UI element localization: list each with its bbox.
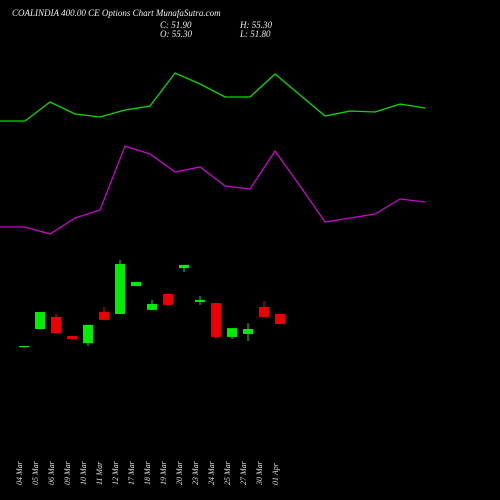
chart-title: COALINDIA 400.00 CE Options Chart Munafa… bbox=[12, 8, 221, 18]
x-tick-label: 17 Mar bbox=[127, 460, 136, 485]
candle-body bbox=[115, 264, 125, 314]
x-tick-label: 19 Mar bbox=[159, 460, 168, 485]
candle-body bbox=[35, 311, 45, 329]
indicator-line bbox=[0, 145, 426, 235]
open-label: O: 55.30 bbox=[160, 29, 192, 39]
candle-body bbox=[67, 336, 77, 339]
candle-body bbox=[227, 328, 237, 337]
candle-body bbox=[195, 299, 205, 302]
candle-body bbox=[83, 324, 93, 344]
x-tick-label: 23 Mar bbox=[191, 460, 200, 485]
candle-body bbox=[243, 329, 253, 334]
indicator-line bbox=[0, 72, 426, 122]
x-tick-label: 06 Mar bbox=[47, 460, 56, 485]
candle-body bbox=[19, 346, 29, 348]
x-tick-label: 05 Mar bbox=[31, 460, 40, 485]
x-tick-label: 04 Mar bbox=[15, 460, 24, 485]
candle-body bbox=[51, 316, 61, 334]
x-tick-label: 09 Mar bbox=[63, 460, 72, 485]
x-tick-label: 27 Mar bbox=[239, 460, 248, 485]
high-label: H: 55.30 bbox=[239, 20, 272, 30]
x-tick-label: 30 Mar bbox=[255, 460, 264, 486]
low-label: L: 51.80 bbox=[239, 29, 271, 39]
x-tick-label: 11 Mar bbox=[95, 461, 104, 485]
close-label: C: 51.90 bbox=[160, 20, 192, 30]
x-tick-label: 20 Mar bbox=[175, 460, 184, 485]
candle-body bbox=[211, 303, 221, 337]
candle-body bbox=[99, 311, 109, 320]
x-tick-label: 01 Apr bbox=[271, 462, 280, 485]
x-tick-label: 18 Mar bbox=[143, 460, 152, 485]
candle-body bbox=[147, 304, 157, 310]
x-tick-label: 24 Mar bbox=[207, 460, 216, 485]
x-tick-label: 12 Mar bbox=[111, 460, 120, 485]
candle-body bbox=[259, 306, 269, 317]
candle-body bbox=[275, 314, 285, 324]
candle-body bbox=[131, 281, 141, 287]
candle-body bbox=[163, 294, 173, 305]
x-tick-label: 10 Mar bbox=[79, 460, 88, 485]
x-tick-label: 25 Mar bbox=[223, 460, 232, 485]
candle-body bbox=[179, 264, 189, 269]
